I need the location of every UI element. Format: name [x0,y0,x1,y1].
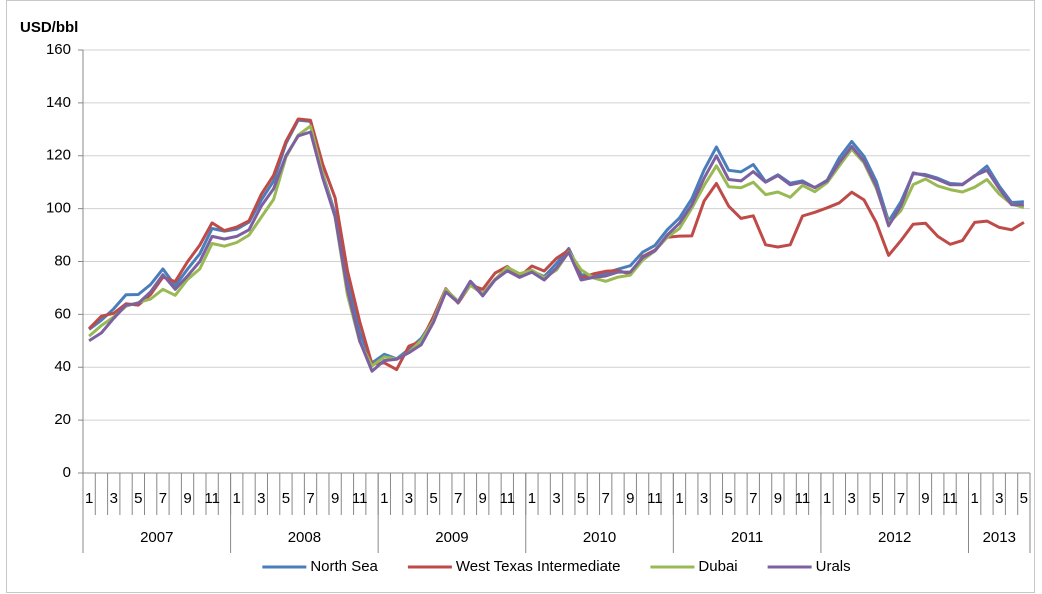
y-tick-label: 120 [46,147,71,164]
year-label: 2010 [583,529,616,546]
x-tick-label: 9 [626,490,634,507]
y-tick-label: 40 [54,358,71,375]
year-label: 2007 [140,529,173,546]
x-tick-label: 3 [110,490,118,507]
year-label: 2011 [731,529,763,546]
legend-label: Urals [816,558,851,575]
x-tick-label: 7 [454,490,462,507]
x-tick-label: 3 [700,490,708,507]
x-tick-label: 5 [725,490,733,507]
x-tick-label: 3 [405,490,413,507]
y-tick-label: 140 [46,94,71,111]
x-tick-label: 1 [675,490,683,507]
y-tick-label: 20 [54,411,71,428]
x-tick-label: 1 [85,490,93,507]
x-tick-label: 3 [257,490,265,507]
series-line [88,130,1024,373]
year-label: 2012 [878,529,911,546]
x-tick-label: 7 [749,490,757,507]
x-tick-label: 1 [233,490,241,507]
y-tick-label: 100 [46,200,71,217]
y-tick-label: 80 [54,252,71,269]
x-tick-label: 7 [159,490,167,507]
x-tick-label: 3 [847,490,855,507]
x-tick-label: 1 [380,490,388,507]
year-label: 2009 [435,529,468,546]
x-tick-label: 9 [921,490,929,507]
x-tick-label: 9 [331,490,339,507]
x-tick-label: 7 [602,490,610,507]
y-tick-label: 0 [63,464,71,481]
x-tick-label: 5 [577,490,585,507]
x-tick-label: 11 [352,490,368,507]
x-tick-label: 11 [942,490,958,507]
x-tick-label: 1 [528,490,536,507]
legend-label: Dubai [698,558,737,575]
x-tick-label: 7 [897,490,905,507]
x-tick-label: 5 [429,490,437,507]
y-axis-label: USD/bbl [20,19,78,36]
x-tick-label: 1 [823,490,831,507]
x-tick-label: 7 [306,490,314,507]
y-tick-label: 160 [46,41,71,58]
x-tick-label: 1 [970,490,978,507]
x-tick-label: 11 [500,490,516,507]
x-tick-label: 11 [647,490,663,507]
x-tick-label: 5 [872,490,880,507]
x-tick-label: 3 [552,490,560,507]
x-tick-label: 3 [995,490,1003,507]
legend-label: West Texas Intermediate [456,558,621,575]
year-label: 2013 [983,529,1016,546]
x-tick-label: 5 [134,490,142,507]
x-tick-label: 9 [774,490,782,507]
x-tick-label: 5 [1020,490,1028,507]
series-line [88,117,1025,372]
x-tick-label: 5 [282,490,290,507]
x-tick-label: 11 [795,490,811,507]
x-tick-label: 9 [479,490,487,507]
x-tick-label: 11 [204,490,220,507]
chart-border [6,0,1035,593]
x-tick-label: 9 [183,490,191,507]
y-tick-label: 60 [54,305,71,322]
year-label: 2008 [288,529,321,546]
legend-label: North Sea [310,558,378,575]
